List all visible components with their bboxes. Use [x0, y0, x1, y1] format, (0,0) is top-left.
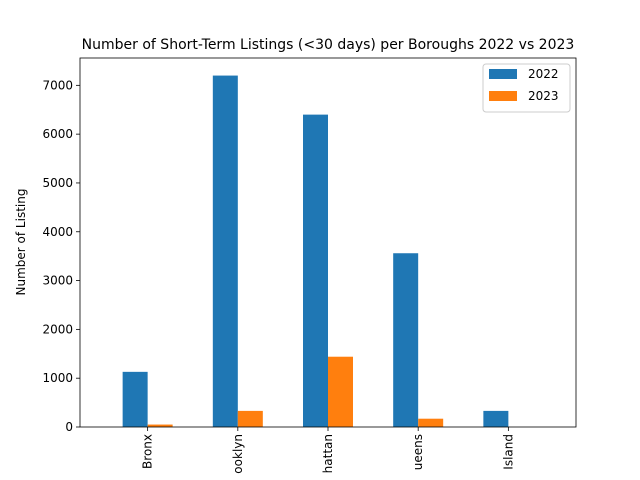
chart-title: Number of Short-Term Listings (<30 days)… [82, 37, 575, 53]
bar-2023-bronx [147, 424, 173, 427]
bar-2022-island [483, 410, 509, 427]
legend-label-2023: 2023 [528, 89, 559, 103]
bar-2022-ueens [393, 253, 419, 427]
y-axis: 0 1000 2000 3000 4000 5000 6000 7000 [42, 78, 80, 434]
y-tick-label: 0 [65, 420, 73, 434]
y-tick-label: 6000 [42, 127, 73, 141]
x-tick-label-hattan: hattan [321, 434, 335, 473]
bar-2022-bronx [122, 371, 148, 427]
y-tick-label: 5000 [42, 176, 73, 190]
bar-2023-ooklyn [237, 410, 263, 427]
bar-2023-ueens [418, 418, 444, 427]
bar-2022-hattan [303, 114, 328, 427]
y-axis-label: Number of Listing [14, 189, 28, 296]
bar-2022-ooklyn [212, 75, 238, 428]
bars-group [122, 75, 509, 428]
x-tick-label-island: Island [501, 434, 515, 470]
y-tick-label: 4000 [42, 225, 73, 239]
legend: 2022 2023 [482, 63, 571, 113]
x-tick-label-ooklyn: ooklyn [231, 434, 245, 474]
x-tick-label-ueens: ueens [411, 434, 425, 470]
y-tick-label: 3000 [42, 274, 73, 288]
y-tick-label: 7000 [42, 78, 73, 92]
y-tick-label: 2000 [42, 322, 73, 336]
legend-swatch-2023 [489, 91, 517, 101]
y-tick-label: 1000 [42, 371, 73, 385]
x-axis: Bronx ooklyn hattan ueens Island [141, 427, 515, 474]
x-tick-label-bronx: Bronx [141, 434, 155, 469]
legend-swatch-2022 [489, 69, 517, 79]
legend-label-2022: 2022 [528, 67, 559, 81]
bar-2023-hattan [328, 356, 353, 427]
